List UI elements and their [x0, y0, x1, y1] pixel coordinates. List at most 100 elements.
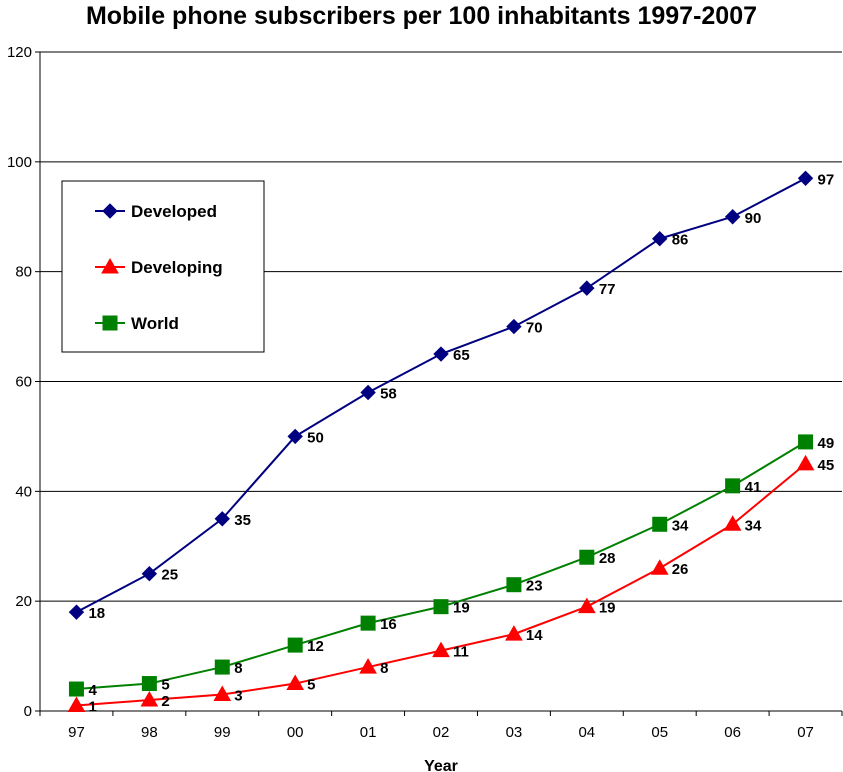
x-tick-label: 06 — [724, 724, 741, 741]
data-point — [650, 559, 669, 575]
data-label: 25 — [161, 567, 178, 584]
series-world — [68, 434, 814, 697]
y-tick-label: 20 — [15, 593, 32, 610]
data-label: 65 — [453, 347, 470, 364]
data-label: 19 — [599, 600, 616, 617]
data-point — [652, 516, 668, 532]
x-tick-label: 98 — [141, 724, 158, 741]
x-tick-label: 01 — [360, 724, 377, 741]
data-label: 14 — [526, 627, 543, 644]
data-point — [506, 577, 522, 593]
axes: 0 20 40 60 80 100 120 97 98 99 00 01 02 03 04 05 06 07 Yea… — [7, 44, 843, 772]
legend: Developed Developing World — [61, 180, 265, 353]
data-point — [433, 346, 449, 362]
series-line — [76, 463, 807, 707]
data-point — [286, 674, 305, 691]
data-point — [287, 428, 303, 445]
legend-label: Developing — [131, 258, 223, 277]
y-tick-label: 40 — [15, 483, 32, 500]
data-label: 23 — [526, 578, 543, 595]
data-label: 12 — [307, 638, 324, 655]
data-label: 26 — [672, 561, 689, 578]
data-label: 50 — [307, 429, 324, 446]
y-tick-label: 100 — [7, 154, 32, 171]
data-point — [67, 696, 86, 713]
data-label: 45 — [818, 457, 835, 474]
data-point — [68, 681, 84, 697]
data-point — [432, 641, 450, 658]
legend-item-world: World — [95, 314, 179, 333]
data-label: 49 — [818, 435, 835, 452]
legend-marker — [102, 315, 118, 331]
data-point — [723, 515, 742, 531]
data-label: 58 — [380, 385, 397, 402]
x-tick-label: 00 — [287, 724, 304, 741]
data-label: 16 — [380, 616, 397, 633]
data-point — [359, 658, 377, 674]
x-axis-title: Year — [424, 758, 458, 772]
data-point — [797, 170, 814, 187]
y-tick-label: 0 — [24, 703, 32, 720]
data-label: 34 — [672, 517, 689, 534]
series-developing — [67, 454, 815, 713]
data-point — [577, 597, 596, 614]
data-label: 28 — [599, 550, 616, 567]
legend-label: World — [131, 314, 179, 333]
y-tick-label: 60 — [15, 374, 32, 391]
data-point — [214, 659, 230, 675]
data-point — [213, 685, 232, 702]
data-point — [506, 318, 522, 335]
data-point — [140, 691, 159, 707]
data-label: 70 — [526, 320, 543, 337]
legend-item-developed: Developed — [95, 202, 217, 221]
y-tick-label: 120 — [7, 44, 32, 61]
data-point — [796, 454, 815, 471]
data-point — [287, 637, 303, 653]
series-developed — [68, 170, 814, 620]
x-tick-label: 02 — [433, 724, 450, 741]
data-label: 4 — [88, 682, 97, 699]
legend-marker — [102, 203, 118, 219]
data-point — [214, 511, 230, 527]
data-label: 1 — [88, 699, 96, 716]
data-label: 86 — [672, 232, 689, 249]
data-label: 97 — [818, 171, 835, 188]
data-point — [724, 209, 741, 225]
series-layer — [67, 170, 815, 713]
data-label: 34 — [745, 517, 762, 534]
legend-marker — [101, 257, 119, 274]
y-tick-label: 80 — [15, 264, 32, 281]
data-label: 8 — [380, 660, 388, 677]
data-label: 77 — [599, 281, 616, 298]
legend-item-developing: Developing — [95, 257, 223, 277]
data-point — [579, 549, 595, 565]
data-point — [141, 566, 158, 582]
data-point — [798, 434, 814, 450]
data-label: 19 — [453, 600, 470, 617]
data-point — [725, 478, 741, 494]
data-label: 3 — [234, 688, 242, 705]
data-point — [141, 676, 157, 692]
data-point — [579, 280, 595, 296]
data-label: 18 — [88, 605, 105, 622]
data-label: 35 — [234, 512, 251, 529]
data-label: 5 — [307, 677, 315, 694]
x-tick-label: 99 — [214, 724, 231, 741]
data-label: 5 — [161, 677, 169, 694]
x-tick-label: 04 — [578, 724, 595, 741]
data-label: 11 — [453, 644, 469, 661]
data-point — [360, 384, 376, 401]
x-tick-label: 97 — [68, 724, 85, 741]
chart-title: Mobile phone subscribers per 100 inhabit… — [85, 2, 758, 30]
x-tick-label: 07 — [797, 724, 814, 741]
data-point — [652, 231, 668, 247]
data-label: 2 — [161, 693, 169, 710]
data-point — [505, 625, 523, 641]
x-tick-label: 03 — [506, 724, 523, 741]
data-label: 90 — [745, 210, 762, 227]
legend-label: Developed — [131, 202, 217, 221]
data-label: 41 — [745, 479, 762, 496]
data-label: 8 — [234, 660, 242, 677]
